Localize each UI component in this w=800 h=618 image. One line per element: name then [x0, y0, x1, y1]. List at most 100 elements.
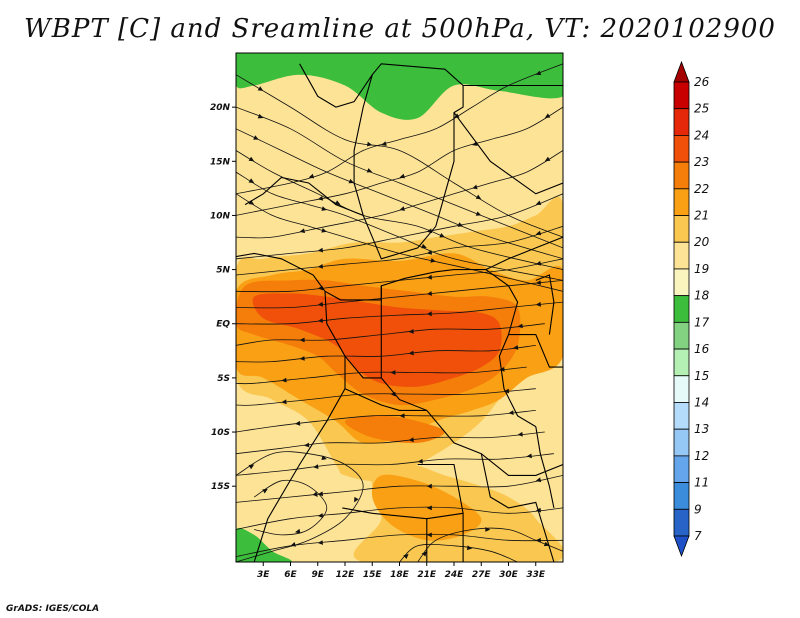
streamline-arrow	[290, 542, 296, 547]
region-warm-21-southeast	[371, 474, 482, 541]
streamline-arrow	[399, 206, 405, 211]
streamline-arrow	[544, 156, 551, 162]
streamline-17	[236, 388, 536, 406]
streamline-20	[236, 453, 554, 476]
streamline-arrow	[526, 453, 532, 459]
streamline-arrow	[408, 437, 414, 443]
lon-tick-label: 9E	[312, 570, 325, 580]
colorbar-label: 16	[694, 342, 710, 356]
lat-tick-label: 5N	[216, 266, 230, 276]
colorbar-label: 11	[694, 476, 709, 490]
streamline-arrow	[321, 228, 327, 233]
streamline-13	[236, 301, 563, 325]
streamline-arrow	[257, 86, 264, 91]
streamline-arrow	[313, 464, 319, 469]
streamline-arrow	[543, 541, 550, 547]
streamline-arrow	[381, 141, 387, 146]
streamline-2	[236, 128, 563, 260]
region-green-north	[236, 53, 563, 120]
streamline-arrow	[366, 141, 373, 147]
colorbar-label: 13	[694, 422, 709, 436]
lon-tick-label: 18E	[390, 570, 410, 580]
colorbar-swatch	[673, 375, 690, 403]
streamline-arrow	[317, 301, 323, 307]
streamline-arrow	[334, 200, 341, 205]
streamline-10	[236, 225, 563, 276]
colorbar-label: 9	[694, 502, 702, 516]
border-line-4	[244, 176, 364, 216]
border-line-1	[299, 63, 464, 260]
lon-tick-label: 3E	[257, 570, 270, 580]
streamline-arrow	[317, 264, 323, 269]
streamline-arrow	[421, 551, 427, 557]
streamline-arrow	[304, 442, 310, 448]
colorbar-label: 19	[694, 262, 709, 276]
lon-tick-label: 33E	[526, 570, 546, 580]
lon-tick-label: 27E	[472, 570, 492, 580]
streamline-arrow	[535, 280, 541, 285]
streamline-22	[236, 506, 563, 530]
streamline-arrow	[535, 200, 542, 205]
colorbar-swatch	[673, 402, 690, 430]
lon-tick-label: 21E	[417, 570, 437, 580]
streamline-arrow	[308, 173, 315, 179]
streamline-arrow	[262, 488, 268, 494]
colorbar-swatch	[673, 482, 690, 510]
streamline-arrow	[295, 528, 301, 534]
streamline-arrow	[348, 178, 355, 184]
streamline-6	[236, 63, 563, 195]
border-line-13	[508, 334, 563, 368]
colorbar-label: 24	[694, 128, 709, 142]
streamline-8	[236, 150, 563, 239]
streamline-26	[417, 527, 563, 562]
streamline-arrow	[403, 553, 409, 559]
streamline-19	[236, 431, 545, 455]
streamline-arrow	[399, 173, 405, 179]
colorbar-label: 18	[694, 289, 710, 303]
streamline-4	[236, 171, 563, 281]
streamline-arrow	[317, 540, 323, 545]
streamline-arrow	[472, 184, 478, 190]
streamline-arrow	[281, 399, 287, 405]
colorbar-swatch	[673, 428, 690, 457]
border-line-8	[344, 388, 427, 411]
streamline-arrow	[408, 350, 414, 356]
streamline-arrow	[299, 228, 305, 234]
streamline-arrow	[399, 413, 405, 419]
colorbar-swatch	[673, 295, 690, 323]
colorbar-label: 23	[694, 155, 709, 169]
border-line-16	[485, 236, 563, 271]
lat-tick-label: 10N	[210, 211, 231, 221]
colorbar-label: 17	[694, 315, 710, 329]
streamline-arrow	[317, 513, 323, 518]
streamline-arrow	[366, 168, 373, 173]
streamline-arrow	[426, 250, 433, 255]
streamline-arrow	[439, 233, 445, 238]
streamline-arrow	[535, 230, 542, 236]
streamline-arrow	[299, 356, 305, 361]
border-line-15	[535, 274, 555, 335]
streamline-arrow	[317, 195, 324, 201]
streamline-arrow	[317, 247, 323, 253]
streamline-arrow	[535, 260, 542, 266]
colorbar-label: 7	[694, 529, 702, 543]
streamline-arrow	[421, 243, 427, 249]
lat-tick-label: 5S	[217, 374, 230, 384]
colorbar-top-arrow	[673, 60, 690, 83]
streamline-arrow	[321, 206, 327, 211]
lon-tick-label: 30E	[499, 570, 519, 580]
streamline-arrow	[321, 455, 327, 460]
colorbar-swatch	[673, 108, 690, 136]
colorbar-bottom-arrow	[673, 535, 690, 558]
longitude-axis: 3E 6E 9E 12E 15E 18E 21E 24E 27E 30E 33E	[257, 562, 546, 580]
streamline-arrow	[466, 545, 473, 551]
streamline-arrow	[517, 323, 523, 329]
colorbar-label: 14	[694, 395, 709, 409]
streamline-9	[236, 193, 563, 260]
streamline-arrow	[426, 505, 432, 511]
streamline-16	[236, 366, 527, 385]
streamline-arrow	[535, 70, 542, 75]
streamline-arrow	[485, 527, 491, 532]
streamline-21	[236, 475, 563, 503]
border-line-3	[453, 112, 563, 195]
